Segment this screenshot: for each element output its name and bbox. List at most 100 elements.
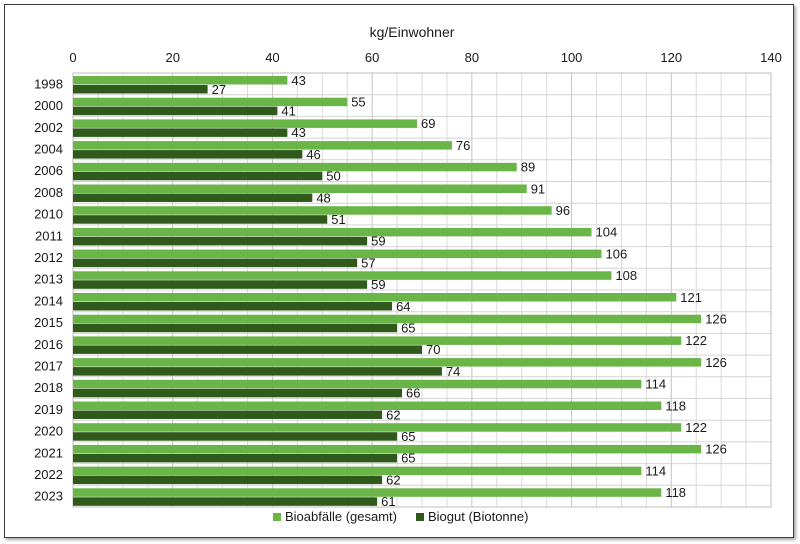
y-tick-label: 2021 [34,445,63,460]
data-label: 76 [456,138,470,153]
y-tick-label: 2016 [34,337,63,352]
y-tick-label: 2012 [34,250,63,265]
data-label: 126 [705,355,727,370]
x-tick-label: 0 [69,50,76,65]
bar-biogut [73,497,378,506]
x-tick-label: 80 [465,50,479,65]
x-tick-label: 140 [760,50,782,65]
data-label: 48 [316,190,330,205]
bar-biogut [73,280,368,289]
y-tick-label: 2020 [34,424,63,439]
data-label: 96 [556,203,570,218]
data-label: 51 [331,212,345,227]
data-label: 104 [596,225,618,240]
bar-biogut [73,302,393,311]
data-label: 122 [685,333,707,348]
bar-biogut [73,258,358,268]
y-axis-ticks: 1998 2000 2002 2004 2006 2008 2010 2011 2012 2013… [34,76,63,503]
x-axis-title: kg/Einwohner [370,24,455,40]
data-label: 62 [386,407,400,422]
data-label: 114 [645,377,666,392]
bar-bioabfaelle [73,336,682,345]
bar-bioabfaelle [73,444,702,454]
y-tick-label: 2010 [34,207,63,222]
bar-biogut [73,215,328,224]
data-label: 57 [361,255,375,270]
x-axis-ticks: 0 20 40 60 80 100 120 140 [69,50,781,65]
bar-bioabfaelle [73,314,702,324]
data-label: 126 [705,311,727,326]
bar-biogut [73,345,422,354]
legend-swatch [416,513,424,521]
legend-swatch [273,513,281,521]
y-tick-label: 2017 [34,358,63,373]
bar-biogut [73,432,398,441]
gridlines [72,72,772,508]
bar-bioabfaelle [73,293,677,302]
y-tick-label: 2006 [34,163,63,178]
x-tick-label: 100 [561,50,583,65]
data-label: 91 [531,181,545,196]
y-tick-label: 2000 [34,98,63,113]
bar-biogut [73,475,383,485]
data-label: 43 [291,73,305,88]
data-label: 118 [665,398,686,413]
y-tick-label: 2015 [34,315,63,330]
legend: Bioabfälle (gesamt) Biogut (Biotonne) [273,509,528,524]
bar-bioabfaelle [73,162,517,172]
bar-biogut [73,388,403,398]
y-tick-label: 2013 [34,272,63,287]
data-label: 64 [396,299,410,314]
data-label: 126 [705,442,727,457]
data-labels: 43 27 55 41 69 43 76 46 89 50 91 48 96 51 104 59 106 57 10… [212,73,727,509]
bar-bioabfaelle [73,184,527,193]
bar-bioabfaelle [73,249,602,259]
data-label: 50 [326,169,340,184]
x-tick-label: 120 [660,50,682,65]
data-label: 89 [521,160,535,175]
bar-bioabfaelle [73,488,662,497]
x-tick-label: 60 [365,50,379,65]
data-label: 121 [680,290,702,305]
y-tick-label: 2022 [34,467,63,482]
bar-bioabfaelle [73,227,592,237]
bar-bioabfaelle [73,141,452,150]
y-tick-label: 2008 [34,185,63,200]
bar-bioabfaelle [73,206,552,215]
data-label: 108 [615,268,637,283]
bar-bioabfaelle [73,76,288,85]
data-label: 46 [306,147,320,162]
y-tick-label: 2019 [34,402,63,417]
data-label: 61 [381,494,395,509]
data-label: 27 [212,82,226,97]
data-label: 65 [401,429,415,444]
data-label: 66 [406,386,420,401]
bar-biogut [73,323,398,333]
bar-bioabfaelle [73,401,662,410]
data-label: 106 [605,246,627,261]
bar-biogut [73,453,398,463]
bar-bioabfaelle [73,379,642,389]
y-tick-label: 1998 [34,76,63,91]
bar-biogut [73,150,303,159]
data-label: 59 [371,234,385,249]
x-tick-label: 20 [165,50,179,65]
data-label: 62 [386,472,400,487]
y-tick-label: 2014 [34,293,63,308]
data-label: 122 [685,420,707,435]
bar-biogut [73,171,323,181]
y-tick-label: 2011 [35,228,63,243]
data-label: 43 [291,125,305,140]
bar-bioabfaelle [73,358,702,367]
data-label: 69 [421,116,435,131]
data-label: 41 [281,103,295,118]
y-tick-label: 2004 [34,141,63,156]
plot-area-border [72,72,772,508]
data-label: 65 [401,451,415,466]
bar-biogut [73,410,383,419]
data-label: 118 [665,485,686,500]
bar-biogut [73,367,442,376]
bar-biogut [73,128,288,137]
bar-biogut [73,85,208,94]
data-label: 74 [446,364,460,379]
